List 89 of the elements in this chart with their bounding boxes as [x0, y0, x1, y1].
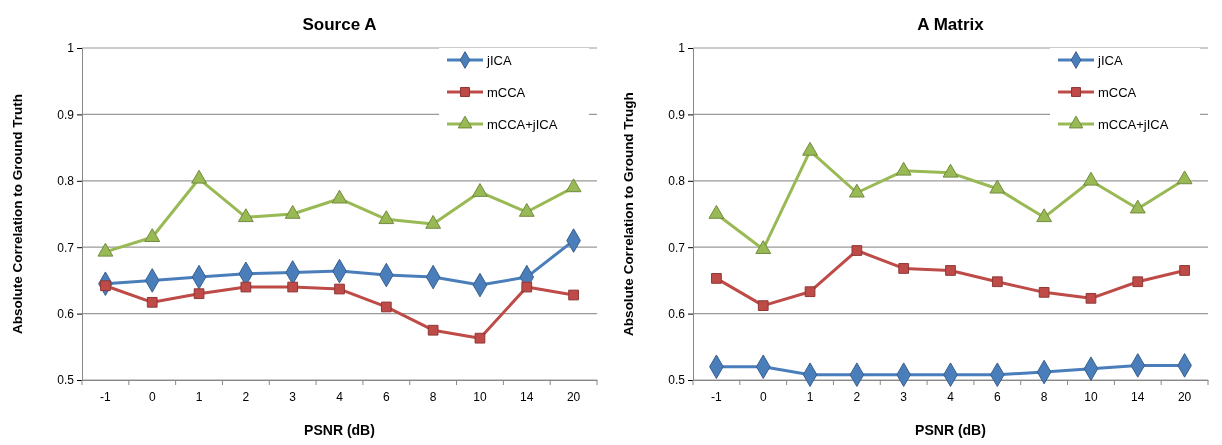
point [427, 324, 439, 336]
point [97, 242, 114, 257]
point [474, 332, 486, 344]
y-axis-title: Absolute Correlation to Ground Truth [10, 94, 25, 334]
legend-label: jICA [1097, 53, 1123, 68]
point [193, 288, 205, 300]
x-tick-label: 10 [1084, 389, 1098, 404]
x-tick-label: -1 [100, 389, 112, 404]
chart-title: A Matrix [917, 15, 985, 34]
point [1038, 286, 1050, 298]
x-tick-label: 3 [289, 389, 297, 404]
point [942, 163, 959, 178]
point [331, 189, 348, 204]
y-tick-label: 0.7 [668, 240, 686, 255]
point [989, 179, 1006, 194]
point [1129, 199, 1146, 214]
point [1179, 265, 1190, 276]
x-tick-label: 6 [382, 389, 390, 404]
legend-label: jICA [486, 53, 512, 68]
y-tick-label: 0.6 [668, 306, 686, 321]
point [568, 289, 579, 301]
point [565, 178, 582, 193]
x-tick-label: 4 [947, 389, 955, 404]
y-tick-label: 0.5 [57, 373, 75, 388]
x-tick-label: 0 [148, 389, 156, 404]
point [334, 283, 345, 295]
legend-label: mCCA+jICA [1098, 117, 1169, 132]
point [287, 281, 299, 293]
point [240, 281, 252, 293]
point [851, 245, 863, 256]
point [521, 281, 533, 293]
x-tick-label: 1 [195, 389, 203, 404]
point [895, 161, 912, 176]
point [757, 300, 769, 312]
y-tick-label: 0.9 [668, 107, 686, 122]
x-tick-label: 10 [473, 389, 487, 404]
y-tick-label: 1 [67, 41, 75, 56]
point [1085, 292, 1097, 304]
point [191, 169, 207, 184]
x-tick-label: 3 [900, 389, 908, 404]
point [472, 183, 488, 197]
legend-label: mCCA [1098, 85, 1137, 100]
x-tick-label: 20 [566, 389, 581, 404]
x-tick-label: 8 [429, 389, 437, 404]
x-tick-label: 0 [759, 389, 767, 404]
point [146, 296, 158, 308]
x-tick-label: 1 [806, 389, 814, 404]
point [378, 210, 395, 225]
point [144, 228, 161, 243]
point [802, 141, 818, 156]
x-axis-title: PSNR (dB) [915, 422, 986, 438]
point [991, 276, 1003, 288]
point [284, 204, 301, 219]
y-tick-label: 0.9 [57, 107, 75, 122]
x-tick-label: 2 [242, 389, 250, 404]
point [755, 240, 772, 254]
legend-label: mCCA+jICA [487, 117, 558, 132]
x-tick-label: 6 [993, 389, 1001, 404]
point [380, 301, 392, 313]
chart-title: Source A [302, 15, 377, 34]
point [1132, 276, 1144, 288]
point [1083, 171, 1099, 186]
x-tick-label: 8 [1040, 389, 1048, 404]
legend-label: mCCA [487, 85, 526, 100]
point [945, 265, 956, 276]
point [425, 214, 442, 229]
x-axis-title: PSNR (dB) [304, 422, 375, 438]
x-tick-label: 2 [853, 389, 861, 404]
y-axis-title: Absolute Correlation to Ground Trugh [621, 92, 636, 336]
y-tick-label: 0.5 [668, 373, 686, 388]
point [848, 183, 865, 198]
point [1036, 208, 1053, 223]
x-tick-label: 20 [1177, 389, 1192, 404]
point [1176, 170, 1193, 185]
y-tick-label: 0.8 [668, 174, 686, 189]
point [237, 208, 254, 223]
x-tick-label: 14 [1131, 389, 1145, 404]
y-tick-label: 1 [678, 41, 686, 56]
y-tick-label: 0.8 [57, 174, 75, 189]
point [711, 273, 722, 284]
x-tick-label: 4 [336, 389, 344, 404]
y-tick-label: 0.6 [57, 306, 75, 321]
x-tick-label: -1 [711, 389, 723, 404]
x-tick-label: 14 [520, 389, 534, 404]
point [708, 204, 725, 219]
point [804, 286, 816, 298]
y-tick-label: 0.7 [57, 240, 75, 255]
point [518, 202, 535, 217]
point [898, 263, 910, 274]
